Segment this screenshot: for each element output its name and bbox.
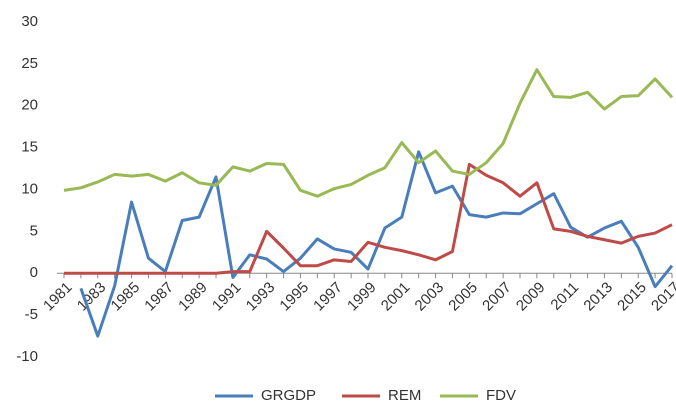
y-tick-label: 25 <box>21 55 38 72</box>
x-tick-label: 2017 <box>648 279 676 315</box>
x-tick-label: 1995 <box>276 279 312 315</box>
line-series <box>79 150 674 338</box>
x-tick-label: 2007 <box>479 279 515 315</box>
line-series <box>64 162 673 275</box>
y-tick-label: 0 <box>30 264 38 281</box>
x-tick-label: 1985 <box>108 279 144 315</box>
y-tick-label: 10 <box>21 180 38 197</box>
x-tick-label: 2013 <box>580 279 616 315</box>
y-tick-label: -10 <box>16 348 38 365</box>
x-tick-label: 1987 <box>141 279 177 315</box>
legend-label: REM <box>388 387 421 404</box>
y-tick-label: 15 <box>21 139 38 156</box>
x-tick-label: 1989 <box>175 279 211 315</box>
x-tick-label: 1991 <box>209 279 245 315</box>
x-tick-label: 1981 <box>40 279 76 315</box>
x-tick-label: 2001 <box>378 279 414 315</box>
legend-label: GRGDP <box>261 387 316 404</box>
legend-label: FDV <box>486 387 516 404</box>
x-tick-label: 1983 <box>74 279 110 315</box>
x-tick-label: 2003 <box>412 279 448 315</box>
x-tick-label: 2005 <box>445 279 481 315</box>
x-tick-label: 1993 <box>243 279 279 315</box>
x-tick-label: 1999 <box>344 279 380 315</box>
y-tick-label: 30 <box>21 13 38 30</box>
y-tick-label: 20 <box>21 97 38 114</box>
x-tick-label: 2015 <box>614 279 650 315</box>
x-tick-label: 2011 <box>547 279 582 314</box>
y-tick-label: 5 <box>30 222 38 239</box>
x-tick-label: 2009 <box>513 279 549 315</box>
line-series <box>63 68 674 198</box>
x-tick-label: 1997 <box>310 279 346 315</box>
y-tick-label: -5 <box>25 306 38 323</box>
